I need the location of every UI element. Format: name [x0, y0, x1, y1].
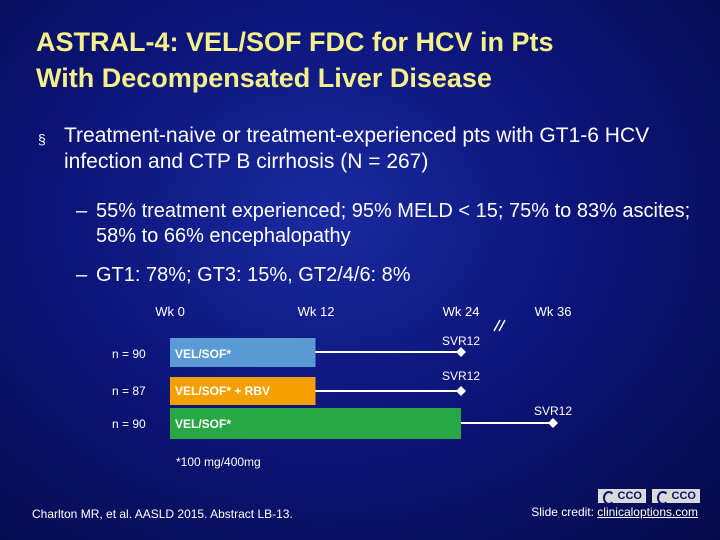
arm-1-n-label: n = 90	[112, 347, 146, 361]
slide-credit-prefix: Slide credit:	[531, 505, 598, 519]
arm-2-endpoint-label: SVR12	[442, 369, 480, 383]
arm-1-endpoint-label: SVR12	[442, 334, 480, 348]
arm-2-n-label: n = 87	[112, 384, 146, 398]
slide-title: ASTRAL-4: VEL/SOF FDC for HCV in Pts Wit…	[36, 24, 696, 96]
arm-1-endpoint-diamond	[456, 347, 466, 357]
arm-3-bar	[170, 408, 461, 439]
cco-logo-text: CCO	[617, 490, 642, 502]
title-line-1: ASTRAL-4: VEL/SOF FDC for HCV in Pts	[36, 27, 554, 57]
cco-logo-text: CCO	[671, 490, 696, 502]
cco-logo-mark-icon	[657, 491, 669, 505]
sub-bullet-text: GT1: 78%; GT3: 15%, GT2/4/6: 8%	[96, 264, 411, 286]
arm-1-treatment-label: VEL/SOF*	[175, 347, 231, 361]
week-label: Wk 36	[535, 304, 572, 319]
arm-1-bar	[170, 338, 316, 367]
arm-3-n-label: n = 90	[112, 417, 146, 431]
dose-footnote: *100 mg/400mg	[176, 455, 261, 469]
arm-3-endpoint-label: SVR12	[534, 404, 572, 418]
slide-credit: Slide credit: clinicaloptions.com	[531, 505, 698, 519]
bullet-marker: §	[38, 131, 46, 147]
sub-bullet-dash: –	[76, 264, 88, 286]
week-label: Wk 12	[298, 304, 335, 319]
slide-credit-link[interactable]: clinicaloptions.com	[597, 505, 698, 519]
sub-bullet-text: 55% treatment experienced; 95% MELD < 15…	[96, 200, 691, 247]
citation: Charlton MR, et al. AASLD 2015. Abstract…	[32, 507, 293, 521]
axis-break-marker	[493, 319, 506, 332]
arm-2-treatment-label: VEL/SOF* + RBV	[175, 384, 270, 398]
arm-2-endpoint-diamond	[456, 386, 466, 396]
arm-3-treatment-label: VEL/SOF*	[175, 417, 231, 431]
week-label: Wk 24	[443, 304, 480, 319]
week-label: Wk 0	[155, 304, 185, 319]
cco-logo-mark-icon	[603, 491, 615, 505]
cco-logo-1: CCO	[598, 489, 646, 505]
sub-bullet-dash: –	[76, 200, 88, 222]
main-bullet-text: Treatment-naive or treatment-experienced…	[64, 124, 650, 173]
title-line-2: With Decompensated Liver Disease	[36, 63, 492, 93]
cco-logo-2: CCO	[652, 489, 700, 505]
arm-2-bar	[170, 377, 316, 405]
arm-3-endpoint-diamond	[548, 418, 558, 428]
